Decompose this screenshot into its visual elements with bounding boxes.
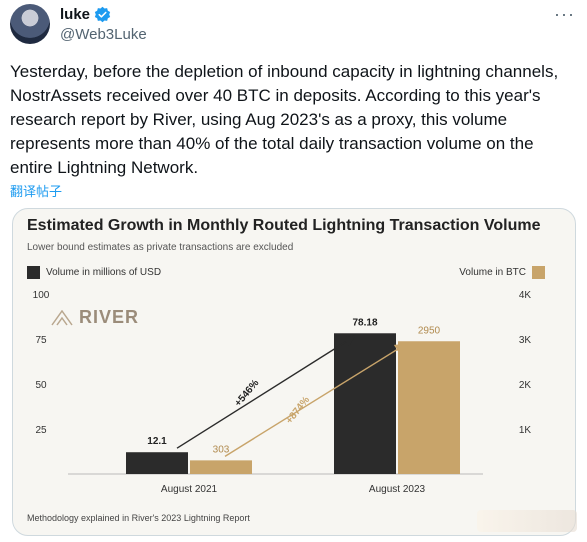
avatar[interactable] xyxy=(10,4,50,44)
tweet-text: Yesterday, before the depletion of inbou… xyxy=(10,62,559,177)
right-axis-tick: 3K xyxy=(519,335,532,346)
more-dots-icon[interactable]: ··· xyxy=(554,4,575,24)
chart-subtitle: Lower bound estimates as private transac… xyxy=(27,242,294,253)
x-tick-label: August 2021 xyxy=(161,484,218,495)
river-logo-text: RIVER xyxy=(79,307,140,327)
data-label: 303 xyxy=(213,444,230,455)
left-axis-tick: 25 xyxy=(35,425,47,436)
bar xyxy=(190,460,252,474)
x-tick-label: August 2023 xyxy=(369,484,426,495)
bar xyxy=(334,333,396,474)
author-handle[interactable]: @Web3Luke xyxy=(60,26,147,43)
bar xyxy=(398,341,460,474)
legend-label-btc: Volume in BTC xyxy=(459,267,526,278)
data-label: 78.18 xyxy=(352,317,377,328)
left-axis-tick: 100 xyxy=(33,290,50,301)
chart: 100 75 50 25 4K 3K 2K 1K 12.1 303 August 2021 78.18… xyxy=(33,290,532,495)
verified-badge-icon xyxy=(94,6,111,23)
right-axis-tick: 4K xyxy=(519,290,532,301)
right-axis-tick: 2K xyxy=(519,380,532,391)
chart-title: Estimated Growth in Monthly Routed Light… xyxy=(27,217,541,234)
annotation-btc: +874% xyxy=(284,395,312,427)
legend-swatch-usd xyxy=(27,266,40,279)
left-axis-tick: 75 xyxy=(35,335,47,346)
bar xyxy=(126,452,188,474)
author-row: luke xyxy=(60,6,111,23)
methodology-note: Methodology explained in River's 2023 Li… xyxy=(27,513,250,523)
watermark xyxy=(477,510,577,532)
growth-arrow-usd xyxy=(176,335,356,449)
legend-usd: Volume in millions of USD xyxy=(27,266,161,279)
river-logo: RIVER xyxy=(51,307,139,328)
growth-arrow-btc xyxy=(224,343,407,457)
right-axis-tick: 1K xyxy=(519,425,532,436)
legend-btc: Volume in BTC xyxy=(459,266,545,279)
river-mountain-icon xyxy=(51,309,73,325)
author-name[interactable]: luke xyxy=(60,6,91,23)
left-axis-tick: 50 xyxy=(35,380,47,391)
chart-image-card[interactable]: 100 75 50 25 4K 3K 2K 1K 12.1 303 August 2021 78.18… xyxy=(12,208,576,536)
translate-post-link[interactable]: 翻译帖子 xyxy=(10,184,63,199)
legend-swatch-btc xyxy=(532,266,545,279)
data-label: 2950 xyxy=(418,325,441,336)
legend-label-usd: Volume in millions of USD xyxy=(46,267,162,278)
data-label: 12.1 xyxy=(147,436,167,447)
